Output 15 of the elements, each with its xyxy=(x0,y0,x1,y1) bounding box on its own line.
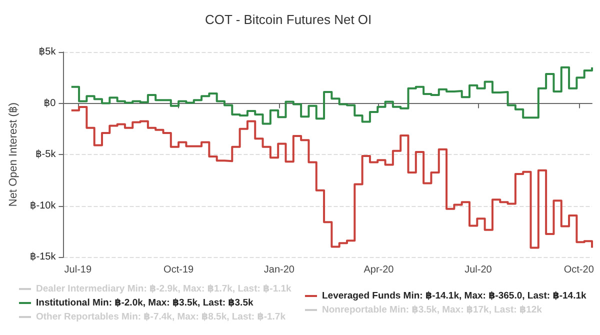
y-axis-title: Net Open Interest (฿) xyxy=(8,102,20,207)
x-tick-label: Oct-20 xyxy=(564,264,594,276)
x-tick-label: Apr-20 xyxy=(364,264,394,276)
x-tick-label: Jan-20 xyxy=(264,264,295,276)
chart-title: COT - Bitcoin Futures Net OI xyxy=(205,12,372,27)
y-tick-label: ฿-5k xyxy=(35,149,57,160)
y-tick-label: ฿-10k xyxy=(30,200,57,212)
y-tick-label: ฿-15k xyxy=(30,252,57,262)
x-tick-label: Oct-19 xyxy=(164,264,194,276)
legend-label: Leveraged Funds Min: ฿-14.1k, Max: ฿-365.0, Last: ฿-14.1k xyxy=(322,290,587,302)
legend-label: Institutional Min: ฿-2.0k, Max: ฿3.5k, Last: ฿3.5k xyxy=(36,298,254,308)
x-tick-label: Jul-19 xyxy=(64,264,92,276)
y-tick-label: ฿5k xyxy=(38,46,57,58)
y-tick-label: ฿0 xyxy=(44,98,56,109)
x-tick-label: Jul-20 xyxy=(464,264,492,276)
